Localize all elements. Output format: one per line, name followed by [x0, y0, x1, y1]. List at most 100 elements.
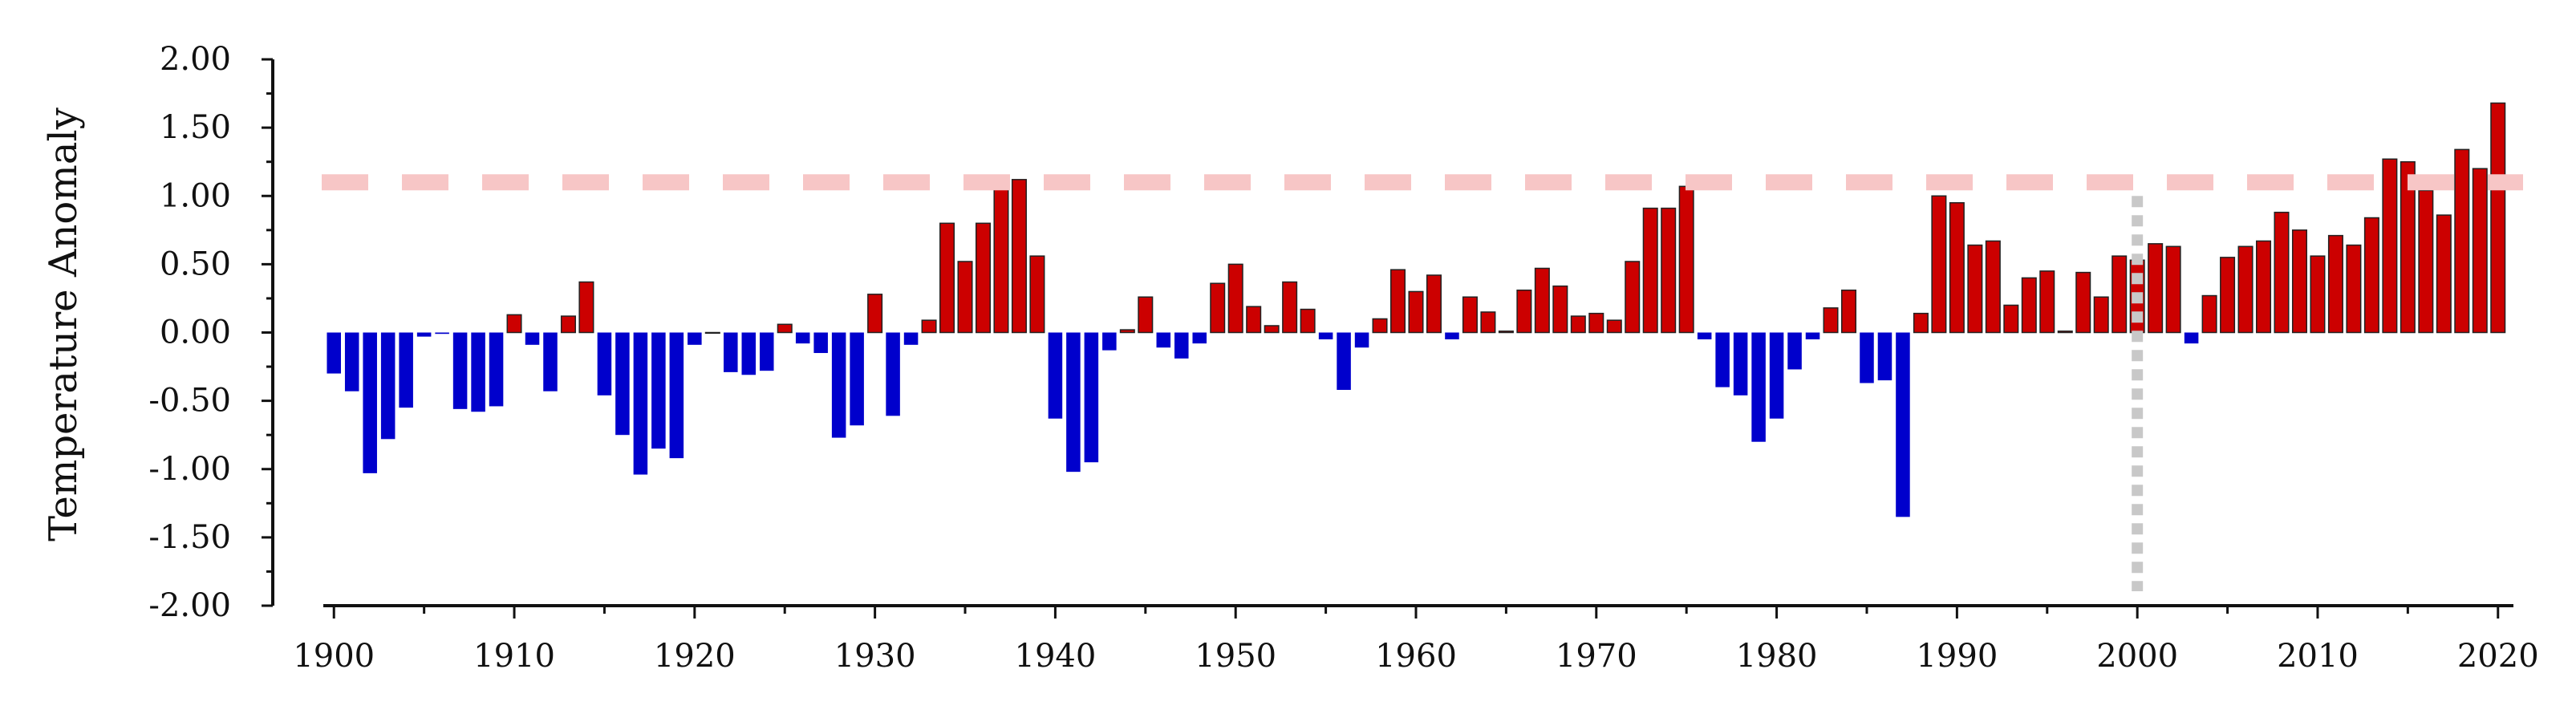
bar-1953 — [1282, 281, 1298, 334]
bar-2006 — [2237, 245, 2253, 334]
axes: 2.00 1.50 1.00 0.50 0.00 -0.50 -1.00 -1.50 -2.00… — [148, 41, 2538, 675]
y-tick-label: 1.50 — [160, 109, 231, 146]
bar-1967 — [1534, 267, 1550, 334]
bar-1992 — [1985, 240, 2001, 334]
bar-1966 — [1516, 289, 1532, 334]
bar-1976 — [1697, 332, 1712, 340]
x-tick-label: 1950 — [1195, 638, 1276, 675]
bar-1927 — [813, 332, 828, 354]
x-tick-label: 1990 — [1916, 638, 1998, 675]
bar-1903 — [380, 332, 396, 440]
bar-2011 — [2327, 234, 2343, 334]
bar-1913 — [560, 315, 576, 334]
bar-1999 — [2112, 255, 2128, 334]
y-tick-label: -1.50 — [148, 519, 231, 556]
bar-1916 — [615, 332, 630, 436]
bar-1975 — [1678, 185, 1694, 334]
bar-1919 — [669, 332, 684, 459]
bar-1915 — [597, 332, 612, 395]
bar-1958 — [1372, 318, 1388, 334]
bar-1996 — [2057, 331, 2073, 334]
bar-1998 — [2093, 296, 2109, 334]
bars — [327, 102, 2506, 517]
bar-1959 — [1390, 269, 1406, 334]
bar-1904 — [399, 332, 413, 408]
bar-1914 — [578, 281, 594, 334]
bar-1937 — [993, 188, 1009, 334]
bar-1982 — [1805, 332, 1820, 340]
bar-2016 — [2418, 189, 2434, 334]
bar-1917 — [633, 332, 648, 475]
bar-2001 — [2148, 243, 2164, 334]
bar-1955 — [1318, 332, 1333, 340]
bar-1910 — [506, 314, 522, 334]
x-tick-label: 1910 — [473, 638, 555, 675]
bar-1989 — [1931, 195, 1947, 334]
y-tick-label: -1.00 — [148, 451, 231, 488]
bar-1909 — [489, 332, 504, 407]
y-tick-label: 0.00 — [160, 314, 231, 351]
bar-1918 — [651, 332, 666, 449]
x-tick-label: 1970 — [1556, 638, 1637, 675]
bar-1920 — [688, 332, 702, 345]
bar-1922 — [724, 332, 738, 372]
bar-2013 — [2363, 217, 2379, 334]
x-tick-label: 1930 — [834, 638, 916, 675]
bar-2012 — [2346, 244, 2362, 334]
bar-1981 — [1787, 332, 1802, 370]
bar-1994 — [2021, 277, 2037, 334]
bar-1938 — [1011, 179, 1027, 334]
bar-2005 — [2220, 257, 2236, 334]
bar-1921 — [704, 331, 720, 335]
bar-1980 — [1769, 332, 1784, 419]
bar-1979 — [1751, 332, 1766, 442]
bar-1934 — [939, 222, 955, 334]
bar-2008 — [2274, 211, 2290, 334]
bar-1995 — [2039, 270, 2055, 334]
y-tick-label: 0.50 — [160, 245, 231, 282]
bar-1963 — [1462, 296, 1478, 334]
bar-1933 — [921, 319, 937, 334]
bar-1929 — [850, 332, 864, 426]
bar-1935 — [957, 261, 973, 334]
bar-1902 — [363, 332, 377, 473]
y-tick-label: 1.00 — [160, 177, 231, 214]
bar-1969 — [1570, 315, 1586, 334]
bar-2017 — [2436, 214, 2452, 334]
x-tick-label: 1980 — [1736, 638, 1818, 675]
x-tick-label: 1940 — [1015, 638, 1097, 675]
bar-1907 — [452, 332, 468, 409]
bar-1964 — [1480, 311, 1496, 334]
bar-1946 — [1156, 332, 1171, 348]
bar-1906 — [435, 332, 449, 335]
bar-1924 — [759, 332, 774, 371]
bar-1931 — [886, 332, 900, 416]
bar-1974 — [1661, 207, 1677, 334]
bar-2019 — [2472, 168, 2488, 334]
bar-2007 — [2256, 240, 2272, 334]
bar-1925 — [777, 323, 793, 334]
bar-1973 — [1642, 207, 1658, 334]
bar-1965 — [1498, 331, 1514, 334]
x-tick-label: 2000 — [2096, 638, 2178, 675]
bar-2004 — [2201, 294, 2217, 334]
bar-1988 — [1913, 312, 1929, 334]
bar-1944 — [1119, 329, 1135, 334]
bar-1942 — [1084, 332, 1099, 463]
bar-1945 — [1138, 296, 1154, 334]
bar-1908 — [471, 332, 485, 412]
bar-1912 — [543, 332, 558, 391]
bar-1943 — [1102, 332, 1117, 351]
bar-2003 — [2184, 332, 2199, 344]
bar-1954 — [1300, 308, 1316, 334]
x-tick-label: 1920 — [654, 638, 736, 675]
bar-1939 — [1029, 255, 1045, 334]
bar-1941 — [1066, 332, 1081, 473]
bar-2010 — [2310, 255, 2326, 334]
y-tick-label: -2.00 — [148, 587, 231, 624]
bar-1971 — [1606, 319, 1622, 334]
bar-2002 — [2165, 245, 2181, 334]
bar-1923 — [741, 332, 757, 375]
